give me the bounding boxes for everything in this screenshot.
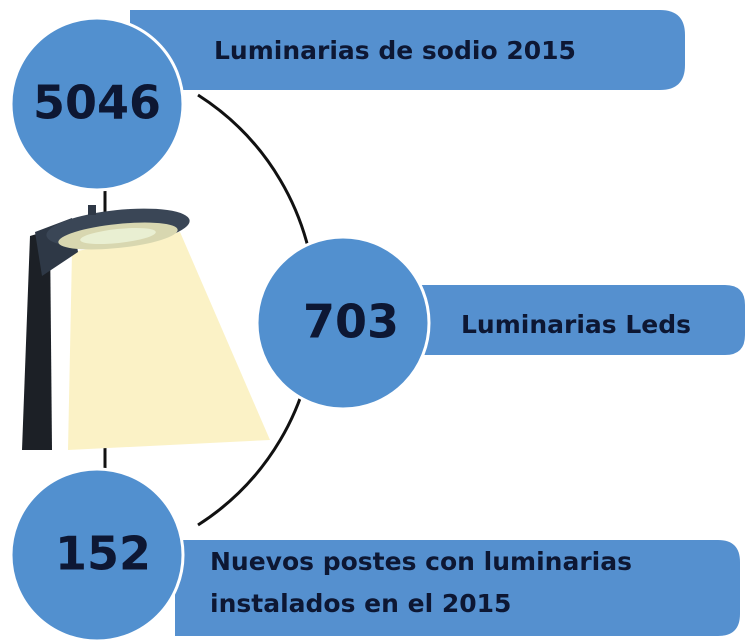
street-lamp [22,203,270,450]
number: 5046 [33,76,161,130]
infographic: 5046 703 152 Luminarias de sodio 2015 Lu… [0,0,749,642]
label: Luminarias de sodio 2015 [214,36,576,65]
label: instalados en el 2015 [210,589,511,618]
number: 152 [55,527,151,581]
label: Nuevos postes con luminarias [210,547,632,576]
label: Luminarias Leds [461,310,691,339]
number: 703 [303,295,399,349]
